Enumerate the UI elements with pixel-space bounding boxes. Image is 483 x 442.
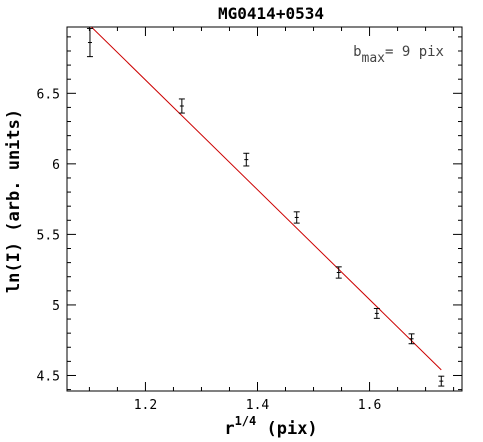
- y-tick-label: 6: [52, 158, 60, 173]
- y-axis-label: ln(I) (arb. units): [4, 109, 24, 293]
- y-tick-label: 5.5: [37, 228, 60, 243]
- x-tick-label: 1.4: [246, 398, 270, 413]
- x-tick-label: 1.6: [358, 398, 381, 413]
- bmax-annotation-rest: = 9 pix: [385, 44, 444, 60]
- bmax-annotation-sub: max: [362, 51, 386, 66]
- x-tick-label: 1.2: [134, 398, 157, 413]
- x-axis-label-sup: 1/4: [235, 414, 257, 428]
- plot-area: 1.2 1.4 1.6 4.5 5 5.5 6 6.5: [37, 26, 463, 413]
- y-tick-label: 6.5: [37, 87, 60, 102]
- chart-title: MG0414+0534: [218, 4, 324, 23]
- y-tick-label: 5: [52, 299, 60, 314]
- bmax-annotation-base: b: [353, 44, 361, 60]
- plot-frame: [66, 26, 463, 392]
- y-tick-label: 4.5: [37, 369, 60, 384]
- bmax-annotation: bmax= 9 pix: [353, 44, 444, 66]
- fit-line: [90, 27, 442, 371]
- x-axis-label: r1/4 (pix): [224, 414, 317, 439]
- x-axis-label-base: r: [224, 419, 234, 439]
- x-axis-label-rest: (pix): [256, 419, 317, 439]
